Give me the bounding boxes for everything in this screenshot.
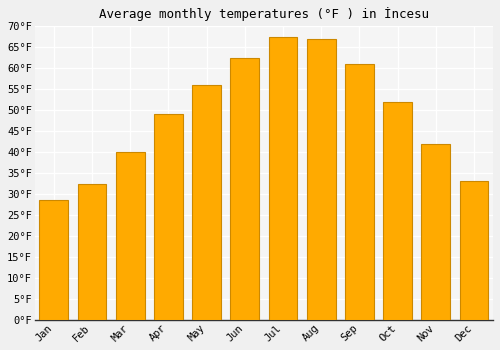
Bar — [460, 182, 488, 320]
Bar — [422, 144, 450, 320]
Title: Average monthly temperatures (°F ) in İncesu: Average monthly temperatures (°F ) in İn… — [99, 7, 429, 21]
Bar — [78, 184, 106, 320]
Bar — [116, 152, 144, 320]
Bar — [268, 37, 298, 320]
Bar — [192, 85, 221, 320]
Bar — [40, 200, 68, 320]
Bar — [154, 114, 182, 320]
Bar — [307, 39, 336, 320]
Bar — [230, 58, 259, 320]
Bar — [345, 64, 374, 320]
Bar — [383, 102, 412, 320]
